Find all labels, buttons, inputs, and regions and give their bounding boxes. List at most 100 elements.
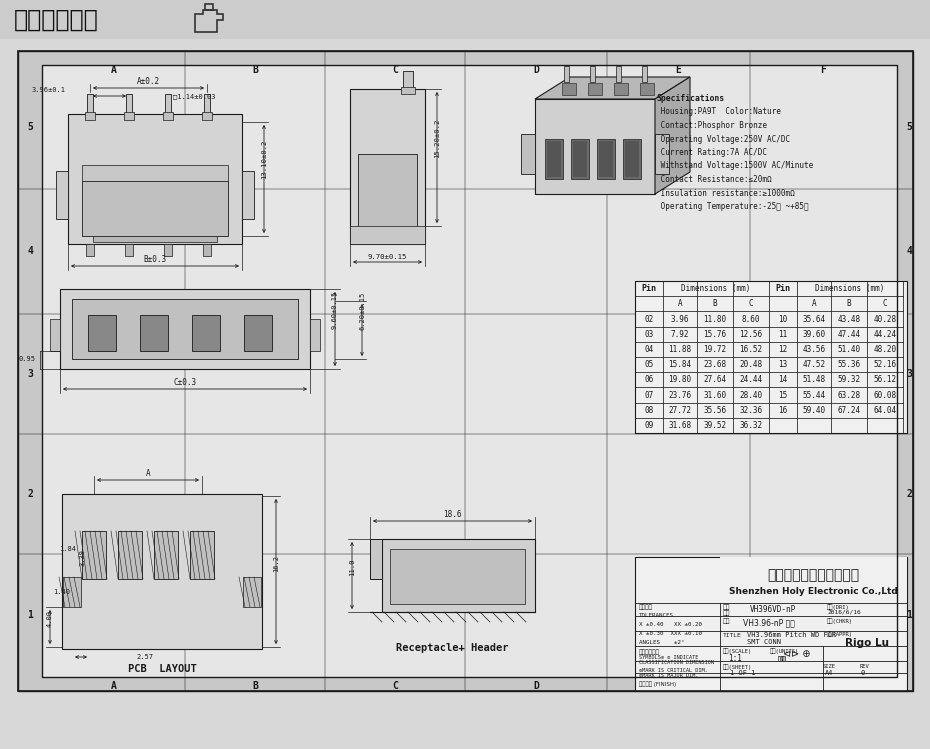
Text: Housing:PA9T  Color:Nature: Housing:PA9T Color:Nature: [656, 108, 781, 117]
Bar: [616, 66, 621, 82]
Bar: [545, 139, 563, 179]
Text: 52.16: 52.16: [873, 360, 897, 369]
Text: 16.52: 16.52: [739, 345, 763, 354]
Bar: [390, 549, 525, 604]
Text: 44.24: 44.24: [873, 330, 897, 339]
Text: 15.84: 15.84: [669, 360, 692, 369]
Text: 3.96±0.1: 3.96±0.1: [32, 87, 66, 93]
Bar: [403, 71, 413, 89]
Text: B: B: [846, 300, 851, 309]
Text: 11.80: 11.80: [703, 315, 726, 324]
Text: 07: 07: [644, 390, 654, 399]
Text: 3: 3: [906, 369, 912, 379]
Text: Contact Resistance:≤20mΩ: Contact Resistance:≤20mΩ: [656, 175, 772, 184]
Text: 核准(APPR): 核准(APPR): [827, 631, 853, 637]
Bar: [547, 141, 561, 177]
Text: 单位(UNITS): 单位(UNITS): [770, 648, 799, 654]
Bar: [164, 244, 172, 256]
Text: 深圳市宏利电子有限公司: 深圳市宏利电子有限公司: [767, 568, 859, 582]
Text: 16.2: 16.2: [273, 554, 279, 571]
Text: 15.76: 15.76: [703, 330, 726, 339]
Text: 03: 03: [644, 330, 654, 339]
Bar: [82, 531, 106, 579]
Text: Operating Voltage:250V AC/DC: Operating Voltage:250V AC/DC: [656, 135, 790, 144]
Bar: [635, 557, 907, 691]
Bar: [63, 577, 81, 607]
Text: C: C: [392, 65, 398, 75]
Bar: [42, 65, 897, 677]
Text: 39.52: 39.52: [703, 421, 726, 430]
Bar: [370, 539, 382, 579]
Text: 9.60±0.15: 9.60±0.15: [332, 291, 338, 329]
Text: 31.60: 31.60: [703, 390, 726, 399]
Text: VH396VD-nP: VH396VD-nP: [750, 605, 796, 614]
Bar: [140, 315, 168, 351]
Text: Current Rating:7A AC/DC: Current Rating:7A AC/DC: [656, 148, 767, 157]
Bar: [597, 139, 615, 179]
Bar: [599, 141, 613, 177]
Text: 31.68: 31.68: [669, 421, 692, 430]
Text: 47.44: 47.44: [837, 330, 860, 339]
Text: 11.88: 11.88: [669, 345, 692, 354]
Bar: [244, 315, 272, 351]
Bar: [640, 83, 654, 95]
Text: 6.20±0.15: 6.20±0.15: [359, 292, 365, 330]
Text: SYMBOLS⊙ ⊙ INDICATE: SYMBOLS⊙ ⊙ INDICATE: [639, 655, 698, 660]
Text: 4.00: 4.00: [47, 610, 53, 627]
Bar: [165, 94, 171, 114]
Text: B: B: [252, 65, 258, 75]
Text: C: C: [749, 300, 753, 309]
Text: 59.32: 59.32: [837, 375, 860, 384]
Bar: [86, 244, 94, 256]
Text: 39.60: 39.60: [803, 330, 826, 339]
Text: Rigo Lu: Rigo Lu: [845, 638, 889, 648]
Text: 14: 14: [778, 375, 788, 384]
Text: 19.80: 19.80: [669, 375, 692, 384]
Text: Contact:Phosphor Bronze: Contact:Phosphor Bronze: [656, 121, 767, 130]
Bar: [535, 99, 655, 194]
Bar: [635, 281, 907, 433]
Bar: [625, 141, 639, 177]
Text: 品名: 品名: [723, 618, 730, 624]
Text: 5: 5: [906, 122, 912, 132]
Text: 8.60: 8.60: [742, 315, 760, 324]
Text: 9.70±0.15: 9.70±0.15: [367, 254, 407, 260]
Text: 11.0: 11.0: [349, 558, 355, 575]
Bar: [588, 83, 602, 95]
Text: 24.44: 24.44: [739, 375, 763, 384]
Text: 15: 15: [778, 390, 788, 399]
Text: 张数(SHEET): 张数(SHEET): [723, 664, 752, 670]
Text: 表面处理 (FINISH): 表面处理 (FINISH): [639, 681, 676, 687]
Text: 51.40: 51.40: [837, 345, 860, 354]
Text: ⊙MARK IS MAJOR DIM.: ⊙MARK IS MAJOR DIM.: [639, 673, 698, 678]
Text: 2016/6/16: 2016/6/16: [827, 609, 861, 614]
Bar: [60, 289, 310, 369]
Bar: [18, 51, 913, 691]
Text: C: C: [392, 681, 398, 691]
Bar: [382, 539, 535, 612]
Bar: [401, 87, 415, 94]
Text: 1.84: 1.84: [59, 546, 76, 552]
Text: C: C: [883, 300, 887, 309]
Text: 09: 09: [644, 421, 654, 430]
Text: 19.72: 19.72: [703, 345, 726, 354]
Bar: [0, 0, 930, 39]
Text: Specifications: Specifications: [656, 94, 724, 103]
Text: 制图(DRI): 制图(DRI): [827, 604, 850, 610]
Text: □1.14±0.03: □1.14±0.03: [173, 93, 216, 99]
Text: 27.72: 27.72: [669, 406, 692, 415]
Bar: [68, 114, 242, 244]
Bar: [614, 83, 628, 95]
Text: 5: 5: [27, 122, 33, 132]
Text: 48.20: 48.20: [873, 345, 897, 354]
Text: 在线图纸下载: 在线图纸下载: [14, 8, 99, 32]
Bar: [125, 244, 133, 256]
Text: 1:1: 1:1: [728, 654, 742, 663]
Text: 4: 4: [27, 246, 33, 256]
Text: 1: 1: [906, 610, 912, 620]
Bar: [590, 66, 595, 82]
Bar: [118, 531, 142, 579]
Text: X ±0.30  XXX ±0.10: X ±0.30 XXX ±0.10: [639, 631, 702, 636]
Text: 55.44: 55.44: [803, 390, 826, 399]
Text: 12: 12: [778, 345, 788, 354]
